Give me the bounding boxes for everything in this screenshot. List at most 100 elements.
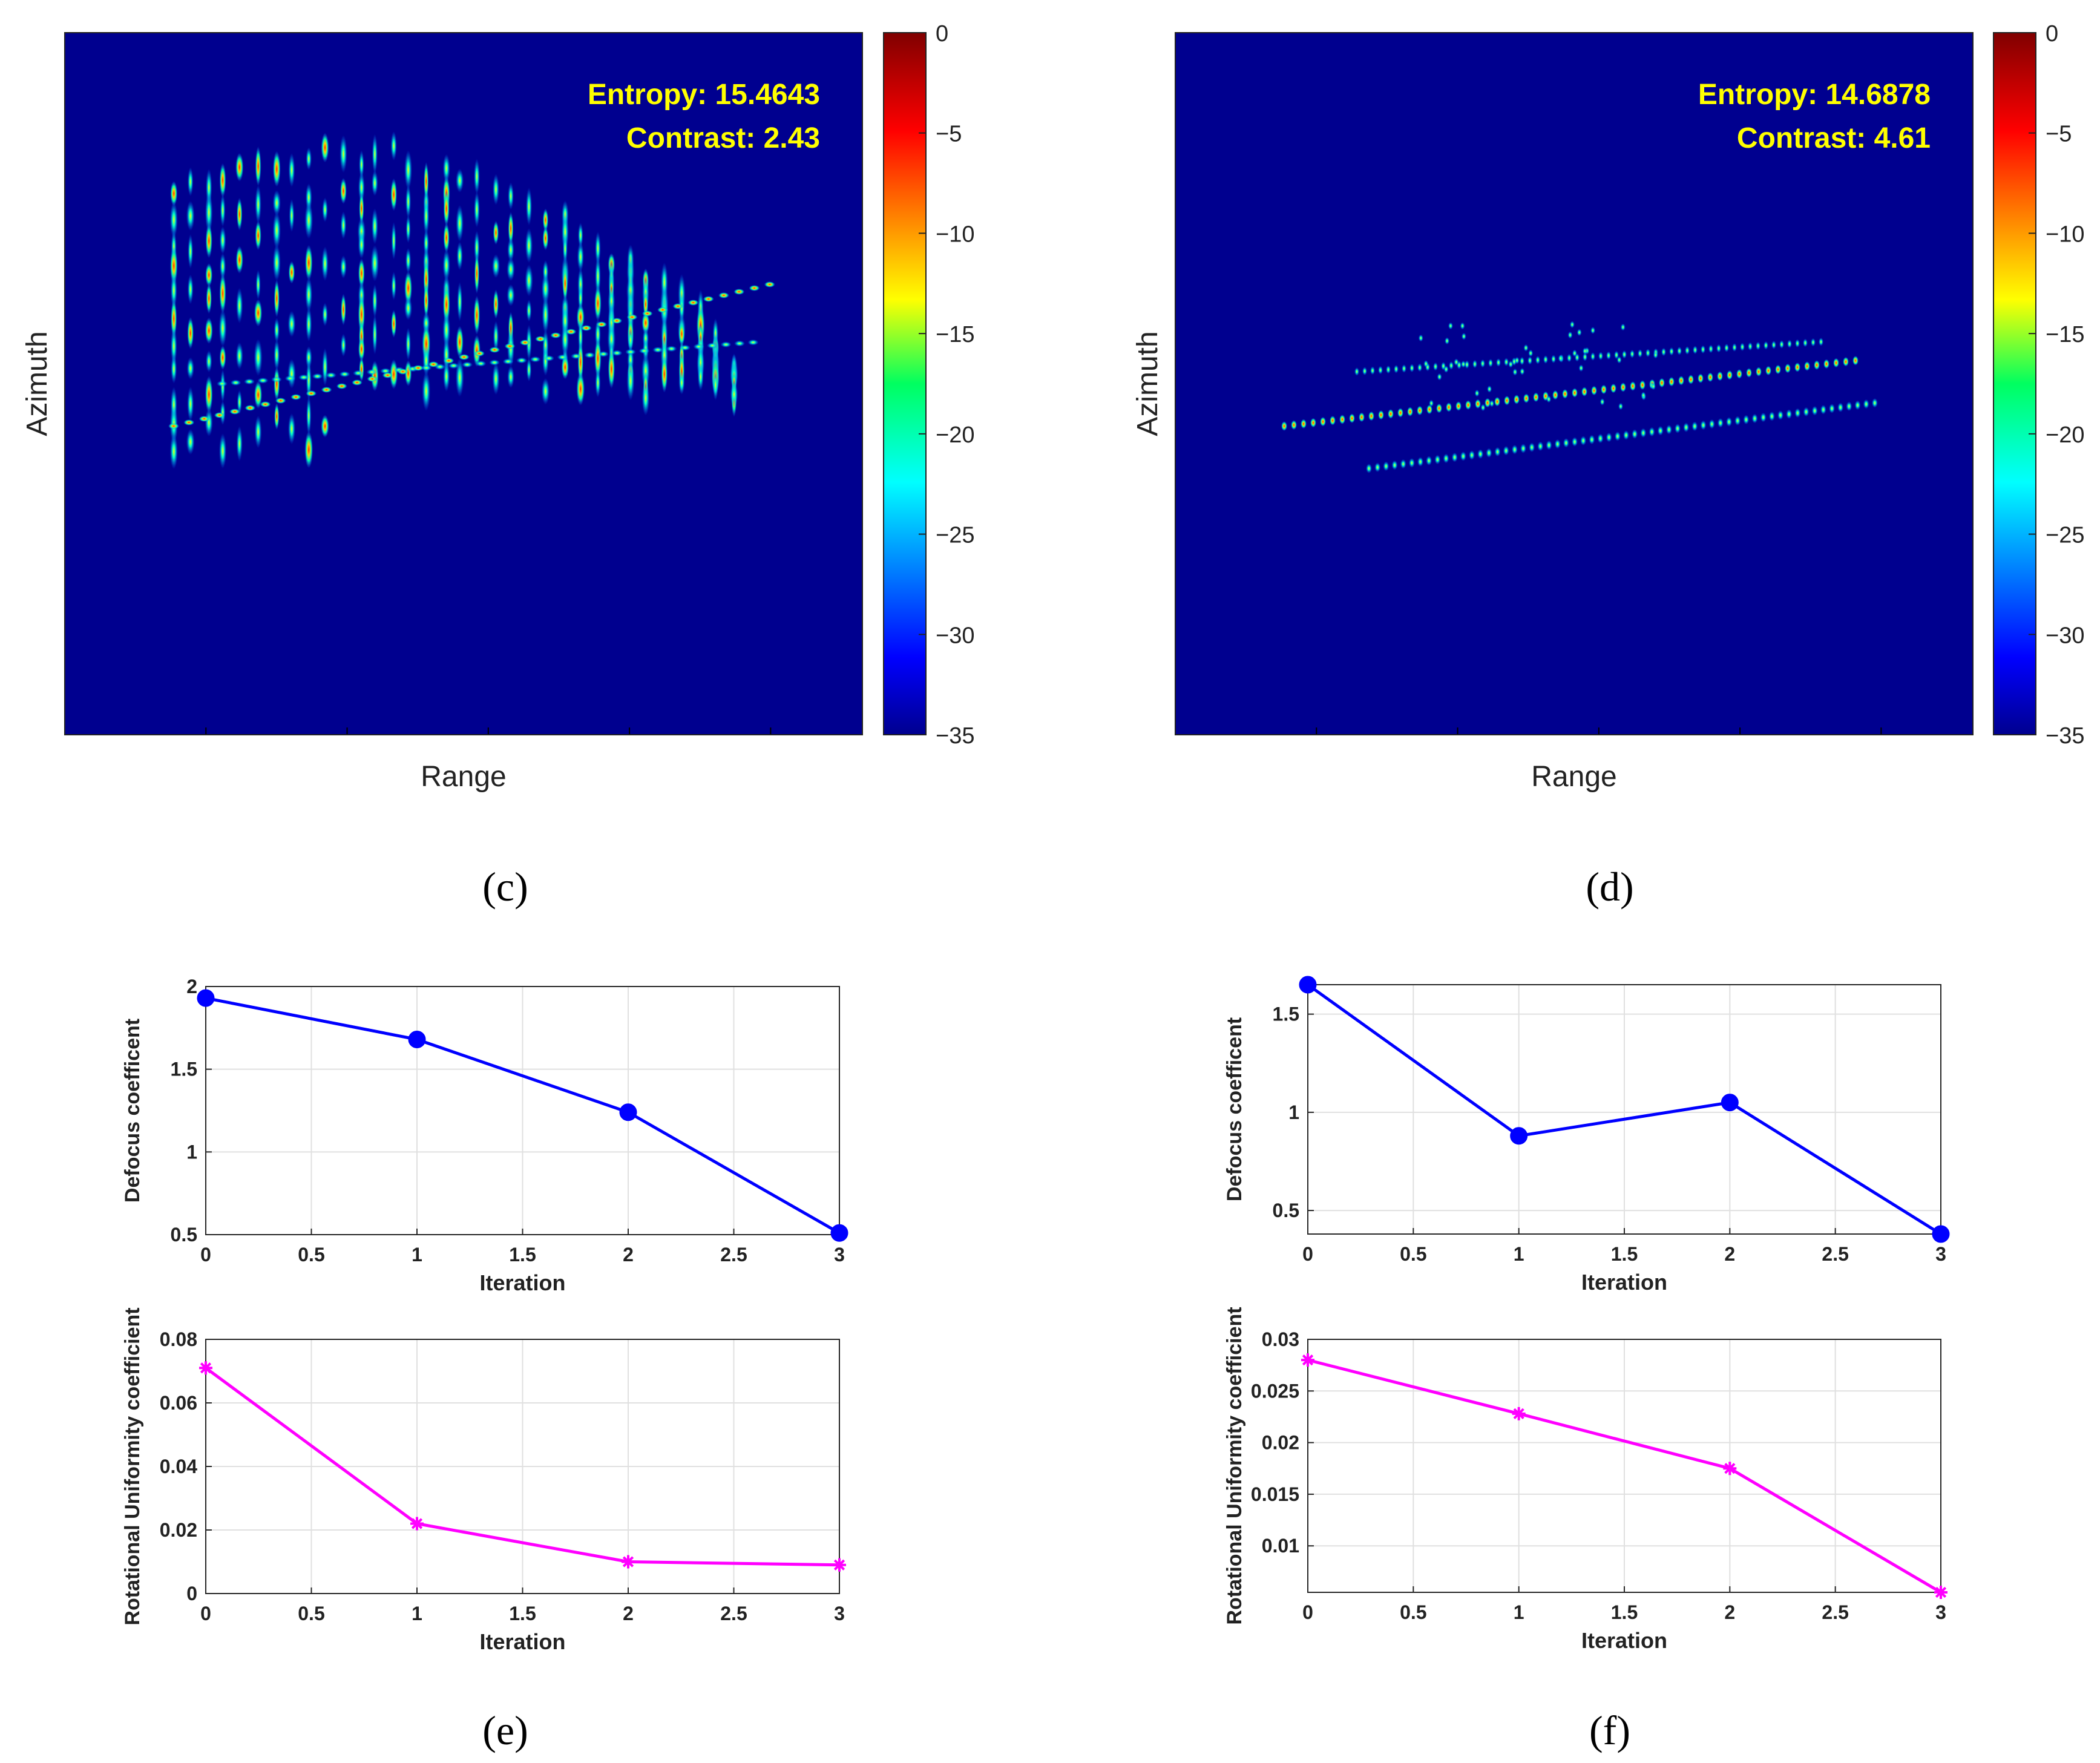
heatmap-frame: [1175, 32, 1974, 735]
colorbar-tick-label: −30: [2046, 623, 2084, 648]
series-line: [205, 996, 841, 1235]
hull-point: [421, 364, 432, 371]
hull-point: [1736, 369, 1742, 379]
hull-point: [229, 409, 240, 415]
deck-point: [1685, 346, 1690, 355]
hull-point: [764, 281, 775, 287]
deck-point: [1472, 359, 1477, 369]
scatter-streak: [254, 415, 262, 448]
hull-point: [217, 381, 228, 387]
scatter-streak: [661, 355, 668, 393]
hull-point: [339, 371, 350, 378]
panel-caption: (d): [1586, 864, 1633, 910]
scatter-streak: [254, 299, 263, 327]
superstructure-point: [1650, 382, 1656, 390]
scatter-streak: [525, 228, 533, 263]
scatter-streak: [170, 272, 177, 309]
hull-point: [183, 419, 195, 425]
scatter-streak: [577, 241, 584, 272]
hull-point: [611, 350, 623, 356]
hull-point: [1374, 462, 1381, 473]
data-point: [833, 1558, 846, 1572]
hull-point: [260, 401, 271, 407]
hull-point: [1388, 409, 1394, 419]
superstructure-point: [1443, 366, 1449, 373]
x-axis-label: Iteration: [1581, 1270, 1667, 1295]
scatter-streak: [507, 257, 515, 281]
hull-point: [1669, 376, 1675, 387]
hull-point: [275, 398, 286, 404]
hull-point: [598, 351, 609, 357]
hull-point: [1659, 378, 1665, 388]
hull-point: [1537, 441, 1544, 451]
x-tick-label: 3: [1935, 1601, 1946, 1623]
hull-point: [543, 355, 554, 361]
hull-point: [1581, 387, 1587, 397]
scatter-streak: [493, 321, 499, 352]
scatter-streak: [474, 159, 480, 195]
hull-point: [1675, 424, 1681, 433]
scatter-streak: [340, 333, 347, 357]
hull-point: [1514, 395, 1520, 404]
line-panel-3: 0 0.5 1 1.5 2 2.5 3 0.01 0.015 0.02 0.025 0.03 Itera…: [1223, 1307, 1947, 1653]
scatter-streak: [235, 342, 243, 370]
hull-point: [502, 358, 514, 365]
hull-point: [1366, 464, 1372, 473]
hull-point: [504, 343, 516, 349]
hull-point: [1630, 381, 1636, 391]
hull-point: [1465, 400, 1471, 410]
hull-point: [244, 405, 256, 411]
hull-point: [366, 369, 378, 375]
data-point: [1301, 1353, 1314, 1367]
hull-point: [1601, 384, 1607, 395]
scatter-streak: [370, 245, 379, 282]
scatter-streak: [288, 153, 295, 188]
scatter-streak: [219, 273, 226, 314]
superstructure-point: [1448, 322, 1453, 330]
scatter-streak: [595, 256, 601, 297]
speckle-layer: [168, 131, 775, 470]
y-axis-label: Azimuth: [21, 331, 53, 436]
hull-point: [1700, 420, 1707, 430]
hull-point: [1511, 444, 1518, 455]
colorbar-tick-label: −15: [2046, 322, 2084, 347]
scatter-streak: [423, 196, 430, 236]
deck-point: [1630, 349, 1635, 358]
hull-point: [382, 372, 393, 378]
scatter-streak: [220, 194, 226, 227]
heatmap-frame: [64, 32, 863, 735]
hull-point: [571, 353, 582, 359]
hull-point: [1683, 422, 1690, 433]
superstructure-point: [1590, 326, 1596, 334]
hull-point: [734, 340, 745, 347]
colorbar-tick-label: −10: [2046, 222, 2084, 247]
x-tick-label: 2: [1724, 1243, 1735, 1265]
deck-point: [1465, 360, 1469, 369]
scatter-streak: [322, 303, 328, 327]
scatter-streak: [205, 192, 213, 234]
scatter-streak: [641, 311, 650, 335]
hull-point: [1417, 405, 1423, 416]
scatter-streak: [169, 202, 178, 238]
scatter-streak: [628, 328, 634, 352]
scatter-streak: [205, 409, 213, 437]
hull-point: [1691, 421, 1698, 432]
scatter-streak: [205, 376, 213, 413]
scatter-streak: [443, 191, 450, 226]
hull-point: [625, 349, 636, 355]
scatter-streak: [187, 167, 194, 197]
scatter-streak: [456, 326, 464, 358]
scatter-streak: [405, 327, 411, 361]
hull-point: [1768, 411, 1775, 421]
hull-point: [666, 346, 677, 352]
hull-point: [1620, 382, 1626, 392]
scatter-streak: [359, 150, 364, 179]
scatter-streak: [186, 200, 195, 231]
hull-point: [707, 343, 718, 349]
superstructure-point: [1461, 332, 1466, 340]
deck-point: [1732, 343, 1737, 352]
colorbar-tick-label: −10: [936, 222, 974, 247]
hull-point: [747, 339, 759, 346]
x-tick-label: 3: [1935, 1243, 1946, 1265]
deck-point: [1779, 340, 1784, 349]
